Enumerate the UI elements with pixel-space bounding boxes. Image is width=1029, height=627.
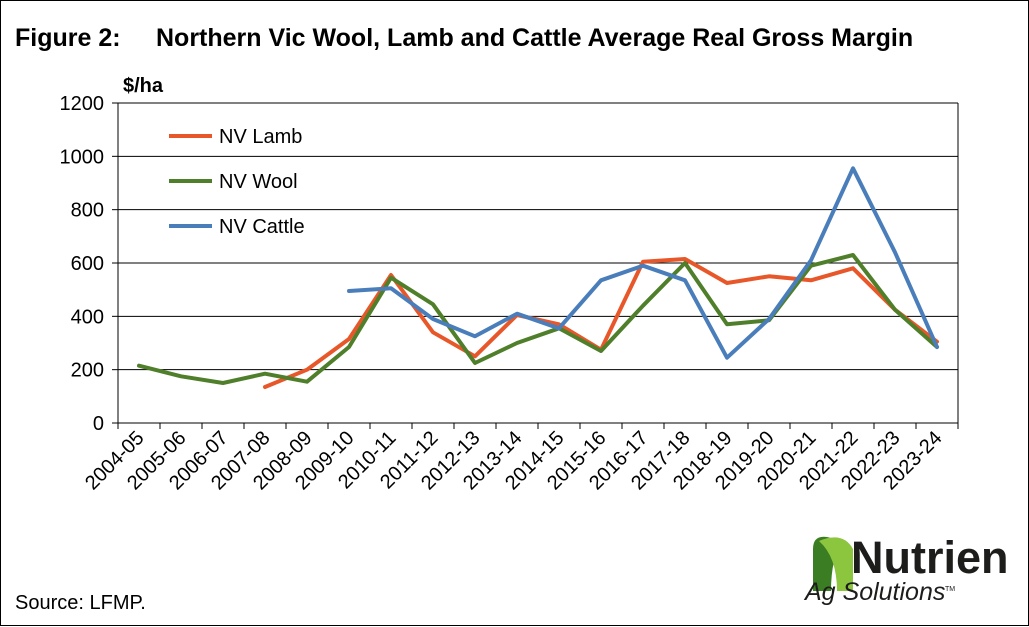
brand-trademark: TM (945, 586, 955, 593)
brand-name: Nutrien (851, 532, 1009, 583)
chart-title: Northern Vic Wool, Lamb and Cattle Avera… (156, 24, 913, 52)
series-lines (137, 166, 939, 389)
series-line-nv-cattle (347, 166, 939, 360)
y-tick-label: 1200 (60, 93, 105, 115)
legend-label-nv-wool: NV Wool (219, 171, 298, 193)
axes (117, 103, 959, 429)
y-tick-labels: 0 200 400 600 800 1000 1200 (60, 93, 105, 435)
leaf-icon (813, 536, 853, 591)
x-tick-labels: 2004-052005-062006-072007-082008-092009-… (81, 427, 946, 494)
source-note: Source: LFMP. (15, 592, 146, 614)
figure-number: Figure 2: (15, 24, 121, 52)
gridlines (112, 102, 958, 424)
y-tick-label: 600 (71, 253, 104, 275)
y-tick-label: 400 (71, 306, 104, 328)
series-line-nv-wool (137, 253, 939, 385)
legend-label-nv-cattle: NV Cattle (219, 216, 305, 238)
legend-label-nv-lamb: NV Lamb (219, 126, 302, 148)
legend: NV Lamb NV Wool NV Cattle (169, 126, 305, 238)
y-tick-label: 800 (71, 200, 104, 222)
y-tick-label: 0 (93, 413, 104, 435)
brand-subtitle: Ag Solutions (803, 578, 945, 606)
y-axis-unit-label: $/ha (123, 75, 164, 97)
y-tick-label: 200 (71, 360, 104, 382)
y-tick-label: 1000 (60, 146, 105, 168)
nutrien-logo: Nutrien Ag Solutions TM (803, 532, 1009, 606)
